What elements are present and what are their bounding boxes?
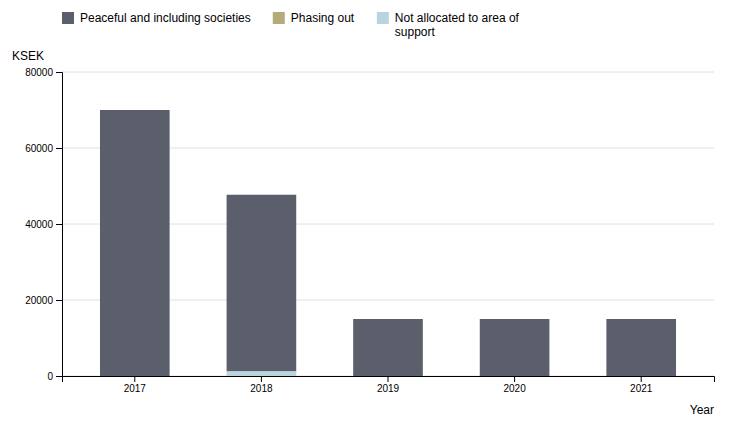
y-tick-label: 40000 <box>25 219 53 230</box>
bar <box>480 376 550 377</box>
legend-item: Not allocated to area ofsupport <box>377 11 520 39</box>
y-tick-mark <box>56 300 62 301</box>
legend-swatch <box>62 12 74 24</box>
bar <box>480 376 550 377</box>
bar <box>227 371 297 376</box>
legend-item: Phasing out <box>273 11 355 25</box>
bar <box>353 319 423 376</box>
y-tick: 80000 <box>25 67 62 78</box>
x-tick-mark <box>641 376 642 382</box>
x-tick-mark <box>388 376 389 382</box>
bar <box>100 110 170 376</box>
grid-line <box>62 72 714 73</box>
bar-series <box>227 371 297 376</box>
x-tick-label: 2018 <box>250 383 273 394</box>
y-axis: 0 20000 40000 60000 80000 <box>25 67 62 382</box>
y-tick: 40000 <box>25 219 62 230</box>
bars <box>100 110 676 376</box>
x-tick-mark <box>134 376 135 382</box>
x-tick: 2021 <box>630 376 653 394</box>
bar <box>227 195 297 372</box>
bar <box>480 319 550 376</box>
bar <box>353 376 423 377</box>
x-tick-label: 2017 <box>124 383 147 394</box>
y-tick-mark <box>56 224 62 225</box>
y-tick: 60000 <box>25 143 62 154</box>
y-tick: 0 <box>47 371 62 382</box>
bar <box>606 376 676 377</box>
y-tick-mark <box>56 72 62 73</box>
y-tick-label: 60000 <box>25 143 53 154</box>
bar <box>606 376 676 377</box>
bar <box>353 376 423 377</box>
legend-swatch <box>377 12 389 24</box>
y-tick: 20000 <box>25 295 62 306</box>
x-axis: 2017 2018 2019 2020 2021 <box>63 376 715 394</box>
legend-label: Phasing out <box>291 11 355 25</box>
legend-swatch <box>273 12 285 24</box>
x-tick-mark <box>261 376 262 382</box>
bar <box>606 319 676 376</box>
bar <box>100 376 170 377</box>
x-axis-label: Year <box>690 403 714 417</box>
y-tick-label: 20000 <box>25 295 53 306</box>
y-tick-label: 80000 <box>25 67 53 78</box>
y-tick-mark <box>56 376 62 377</box>
grid <box>62 72 714 376</box>
x-tick: 2020 <box>503 376 526 394</box>
bar <box>100 376 170 377</box>
y-axis-label: KSEK <box>12 49 44 63</box>
legend-label: Not allocated to area ofsupport <box>395 11 520 39</box>
y-tick-label: 0 <box>47 371 53 382</box>
x-tick: 2019 <box>377 376 400 394</box>
legend: Peaceful and including societies Phasing … <box>62 11 520 39</box>
legend-label: Peaceful and including societies <box>80 11 251 25</box>
x-axis-line <box>63 377 715 383</box>
x-tick-label: 2021 <box>630 383 653 394</box>
legend-item: Peaceful and including societies <box>62 11 251 25</box>
plot: 2017 2018 2019 2020 2021 0 20000 40000 60000 8000… <box>25 67 714 394</box>
y-axis-line <box>56 73 63 377</box>
bar-series <box>100 110 676 376</box>
y-tick-mark <box>56 148 62 149</box>
x-tick: 2018 <box>250 376 273 394</box>
x-tick-mark <box>514 376 515 382</box>
x-tick-label: 2020 <box>503 383 526 394</box>
x-tick: 2017 <box>124 376 147 394</box>
chart: 2017 2018 2019 2020 2021 0 20000 40000 60000 8000… <box>0 0 739 426</box>
x-tick-label: 2019 <box>377 383 400 394</box>
